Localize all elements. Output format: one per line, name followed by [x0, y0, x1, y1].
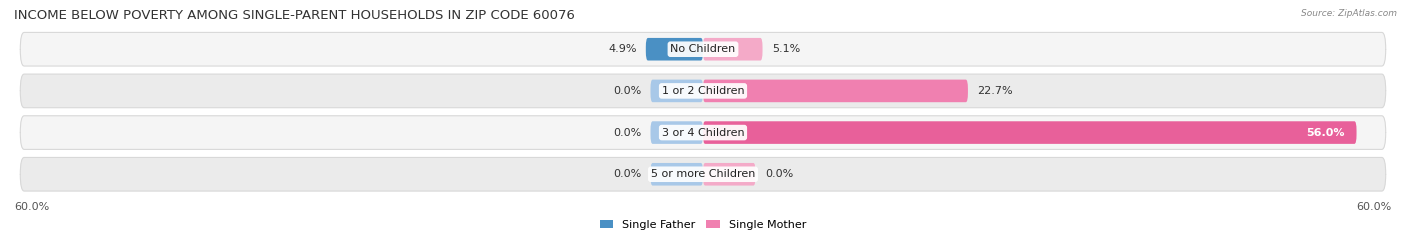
- Text: 3 or 4 Children: 3 or 4 Children: [662, 128, 744, 137]
- Text: 60.0%: 60.0%: [1357, 202, 1392, 212]
- Text: 5 or more Children: 5 or more Children: [651, 169, 755, 179]
- Text: 0.0%: 0.0%: [765, 169, 793, 179]
- FancyBboxPatch shape: [645, 38, 703, 61]
- Text: 4.9%: 4.9%: [607, 44, 637, 54]
- Text: 0.0%: 0.0%: [613, 128, 641, 137]
- Text: INCOME BELOW POVERTY AMONG SINGLE-PARENT HOUSEHOLDS IN ZIP CODE 60076: INCOME BELOW POVERTY AMONG SINGLE-PARENT…: [14, 9, 575, 22]
- FancyBboxPatch shape: [20, 32, 1386, 66]
- FancyBboxPatch shape: [651, 80, 703, 102]
- FancyBboxPatch shape: [703, 163, 755, 185]
- FancyBboxPatch shape: [20, 74, 1386, 108]
- FancyBboxPatch shape: [703, 38, 762, 61]
- Text: 0.0%: 0.0%: [613, 86, 641, 96]
- FancyBboxPatch shape: [20, 116, 1386, 149]
- Text: Source: ZipAtlas.com: Source: ZipAtlas.com: [1302, 9, 1398, 18]
- Text: 5.1%: 5.1%: [772, 44, 800, 54]
- Text: 60.0%: 60.0%: [14, 202, 49, 212]
- Text: 0.0%: 0.0%: [613, 169, 641, 179]
- Text: 1 or 2 Children: 1 or 2 Children: [662, 86, 744, 96]
- FancyBboxPatch shape: [651, 163, 703, 185]
- FancyBboxPatch shape: [651, 121, 703, 144]
- FancyBboxPatch shape: [703, 121, 1357, 144]
- Text: 56.0%: 56.0%: [1306, 128, 1346, 137]
- FancyBboxPatch shape: [703, 80, 967, 102]
- FancyBboxPatch shape: [20, 158, 1386, 191]
- Text: 22.7%: 22.7%: [977, 86, 1012, 96]
- Legend: Single Father, Single Mother: Single Father, Single Mother: [596, 215, 810, 233]
- Text: No Children: No Children: [671, 44, 735, 54]
